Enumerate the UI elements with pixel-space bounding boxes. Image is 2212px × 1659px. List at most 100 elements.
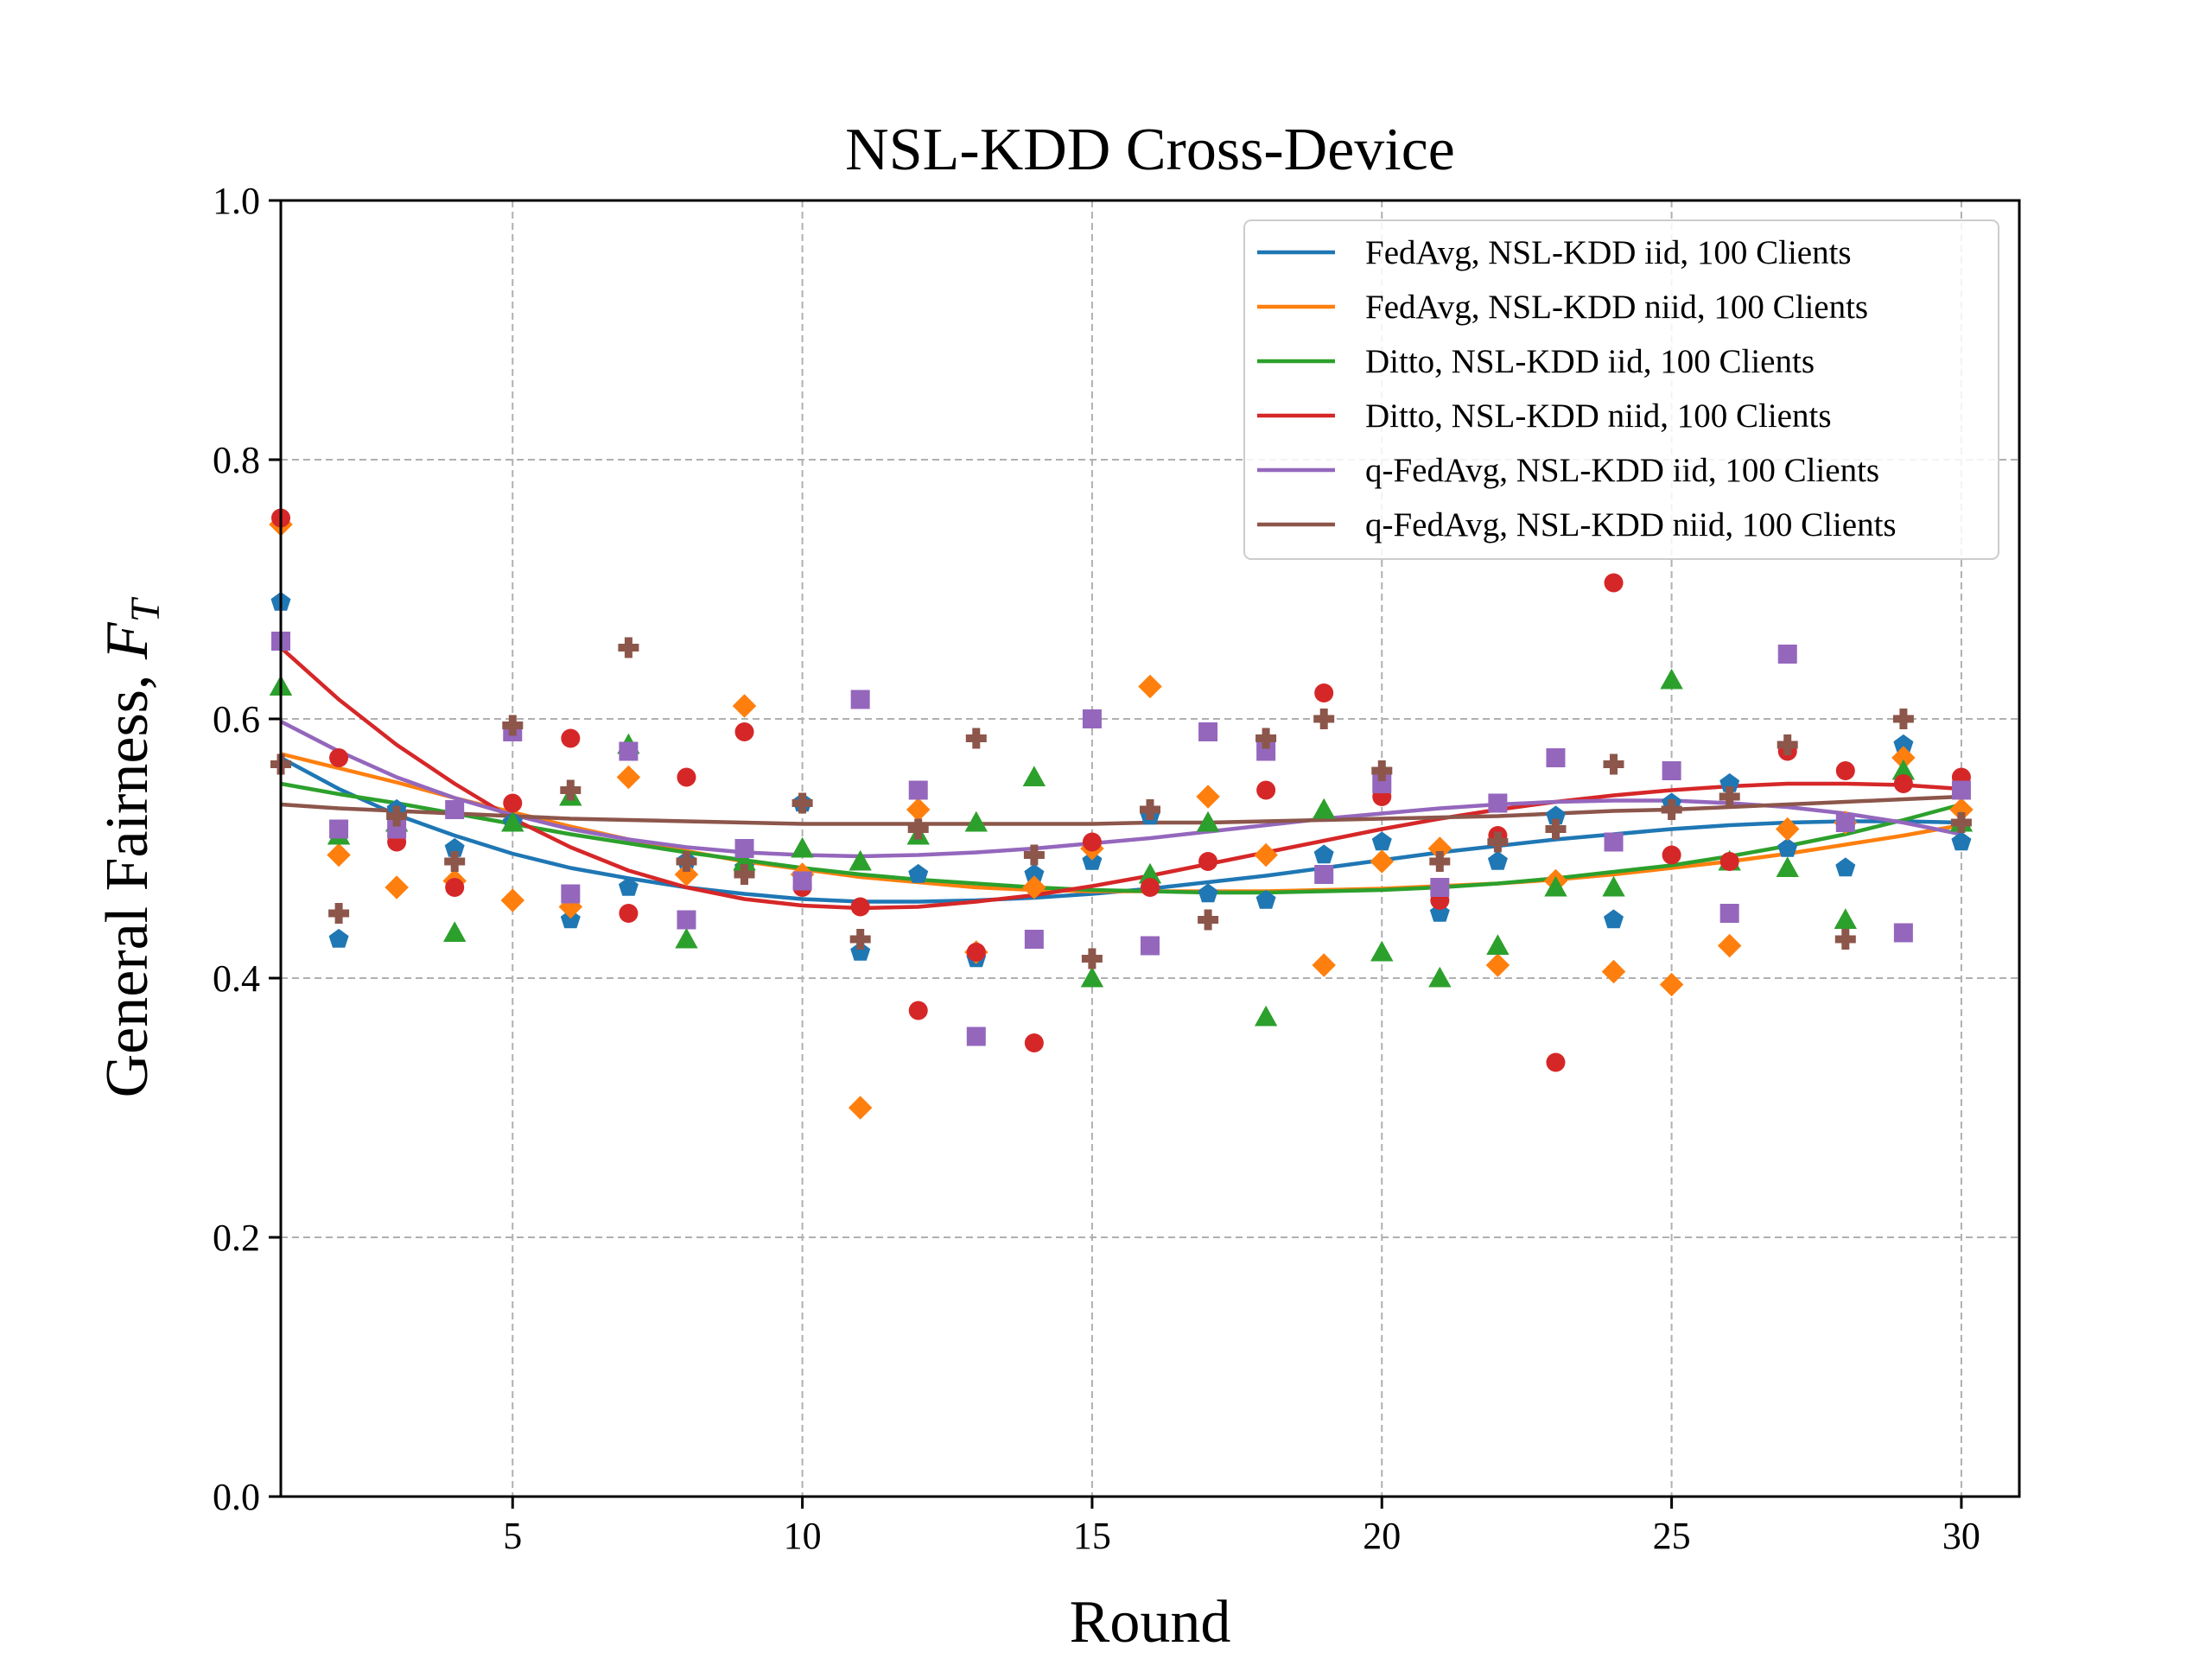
data-point [443, 921, 467, 943]
data-point [1604, 573, 1624, 593]
data-point [1081, 948, 1103, 969]
data-point [791, 836, 814, 858]
chart-title: NSL-KDD Cross-Device [845, 117, 1455, 183]
marker-group-series-1 [270, 591, 1972, 968]
data-point [676, 851, 697, 872]
data-point [618, 876, 639, 896]
data-point [1835, 813, 1855, 832]
data-point [677, 767, 696, 787]
data-point [1893, 923, 1913, 943]
data-point [1893, 774, 1913, 793]
data-point [387, 819, 407, 839]
data-point [908, 780, 928, 800]
legend-entries: FedAvg, NSL-KDD iid, 100 Clients FedAvg, … [1257, 234, 1897, 543]
x-tick-label: 15 [1073, 1515, 1111, 1557]
legend-label: Ditto, NSL-KDD niid, 100 Clients [1365, 397, 1832, 435]
data-point [328, 928, 349, 948]
data-point [675, 927, 698, 949]
data-point [1775, 817, 1800, 842]
y-tick-label: 0.6 [213, 698, 260, 741]
data-point [329, 748, 349, 767]
x-tick-label: 20 [1363, 1515, 1401, 1557]
data-point [1022, 766, 1046, 787]
data-point [1314, 865, 1334, 884]
legend-label: FedAvg, NSL-KDD niid, 100 Clients [1365, 289, 1868, 326]
data-point [1082, 850, 1103, 870]
data-point [1719, 772, 1740, 792]
data-point [328, 903, 350, 924]
legend-label: q-FedAvg, NSL-KDD niid, 100 Clients [1365, 506, 1897, 543]
data-point [1314, 683, 1334, 702]
data-point [1370, 940, 1394, 962]
data-point [850, 941, 871, 961]
data-point [734, 722, 754, 741]
data-point [1313, 844, 1334, 864]
data-point [1893, 734, 1914, 753]
data-point [1661, 799, 1682, 820]
data-point [1834, 908, 1857, 930]
data-point [1892, 709, 1914, 729]
data-point [908, 1001, 928, 1020]
data-point [616, 765, 641, 790]
data-point [329, 819, 349, 839]
data-point [1601, 959, 1626, 984]
x-tick-label: 10 [784, 1515, 822, 1557]
legend-label: Ditto, NSL-KDD iid, 100 Clients [1365, 343, 1815, 380]
data-point [1602, 875, 1625, 897]
data-point [1777, 645, 1797, 664]
data-point [908, 863, 929, 883]
data-point [500, 888, 525, 912]
data-point [1604, 909, 1624, 929]
data-point [733, 849, 756, 871]
data-point [1312, 953, 1336, 977]
y-tick-label: 0.0 [213, 1476, 260, 1518]
data-point [1428, 966, 1452, 988]
data-point [444, 837, 465, 857]
data-point [1891, 746, 1916, 770]
data-point [1198, 909, 1219, 931]
y-tick-label: 0.4 [213, 957, 260, 1000]
data-point [1660, 668, 1683, 690]
data-point [560, 909, 581, 929]
data-point [1024, 1033, 1044, 1052]
data-point [1544, 875, 1567, 897]
data-point [1662, 761, 1681, 780]
data-point [965, 728, 987, 749]
legend: FedAvg, NSL-KDD iid, 100 Clients FedAvg, … [1243, 219, 1999, 560]
fit-line-series-5 [279, 719, 1962, 859]
x-tick-label: 5 [503, 1515, 522, 1557]
data-point [560, 779, 582, 801]
data-point [1023, 844, 1045, 866]
data-point [618, 637, 639, 658]
data-point [1719, 904, 1739, 923]
x-axis-label: Round [1070, 1589, 1231, 1656]
data-point [1371, 760, 1393, 781]
data-point [1024, 863, 1045, 883]
data-point [1082, 709, 1102, 728]
data-point [1487, 831, 1509, 853]
data-point [1024, 930, 1044, 949]
data-point [849, 849, 872, 871]
data-point [966, 1027, 986, 1046]
data-point [1080, 966, 1104, 988]
data-point [385, 875, 409, 899]
data-point [734, 839, 754, 858]
data-point [1951, 831, 1972, 851]
y-tick-label: 1.0 [213, 180, 260, 222]
data-point [1834, 929, 1856, 950]
data-point [1546, 805, 1566, 825]
data-point [1313, 798, 1336, 819]
data-point [1254, 1005, 1278, 1027]
data-point [966, 943, 986, 962]
data-point [1198, 852, 1218, 871]
data-point [1777, 837, 1798, 857]
data-point [1603, 753, 1624, 775]
data-point [1256, 741, 1276, 761]
data-point [1485, 953, 1510, 977]
y-axis-label: General Fairness, FT [94, 596, 168, 1097]
data-point [1255, 889, 1276, 909]
data-point [732, 694, 757, 718]
data-point [1255, 728, 1277, 749]
data-point [1313, 709, 1335, 729]
data-point [1371, 831, 1392, 851]
